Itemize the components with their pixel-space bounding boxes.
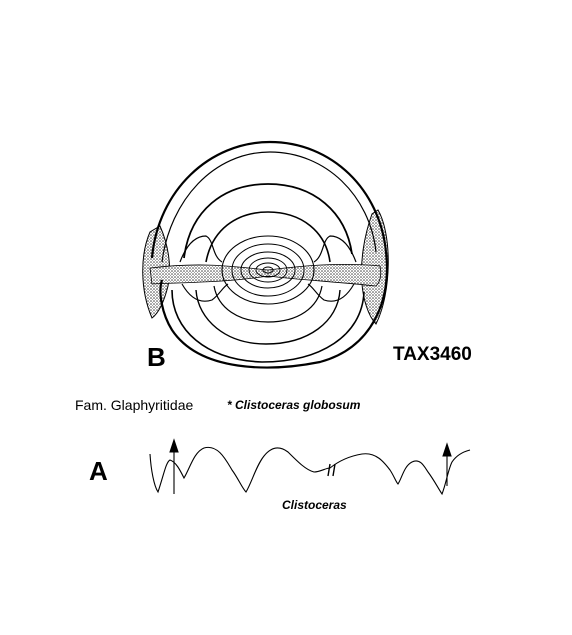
suture-line	[149, 446, 471, 496]
right-septal-lobe	[313, 235, 357, 263]
specimen-id: TAX3460	[393, 344, 472, 365]
inner-whorl-4	[248, 257, 288, 283]
inner-whorl-2	[231, 243, 305, 297]
outer-whorl	[150, 140, 389, 369]
break-mark-1	[327, 463, 331, 477]
suture-caption: Clistoceras	[282, 498, 347, 512]
family-name: Fam. Glaphyritidae	[75, 397, 194, 413]
central-band	[149, 263, 382, 287]
second-whorl	[183, 183, 353, 259]
suture-line-diagram	[149, 438, 471, 496]
left-lower-lobe	[181, 283, 229, 302]
right-arrow-head	[442, 442, 452, 457]
inner-whorl-1	[221, 235, 315, 305]
right-lower-lobe	[307, 283, 355, 302]
inner-whorl-5	[255, 262, 281, 278]
protoconch	[262, 266, 274, 274]
outer-whorl-inner-edge	[161, 151, 377, 263]
inner-whorl-3	[240, 251, 296, 289]
break-mark-2	[332, 463, 336, 477]
figure-b-label: B	[147, 342, 166, 372]
second-whorl-lower	[195, 289, 341, 345]
third-whorl-lower	[213, 285, 323, 323]
third-whorl	[205, 211, 331, 263]
lower-whorl	[171, 289, 365, 363]
figure-a-label: A	[89, 456, 108, 486]
shell-cross-section	[142, 140, 389, 369]
species-name: * Clistoceras globosum	[227, 398, 361, 412]
left-arrow-head	[169, 438, 179, 453]
left-septal-lobe	[179, 235, 223, 263]
